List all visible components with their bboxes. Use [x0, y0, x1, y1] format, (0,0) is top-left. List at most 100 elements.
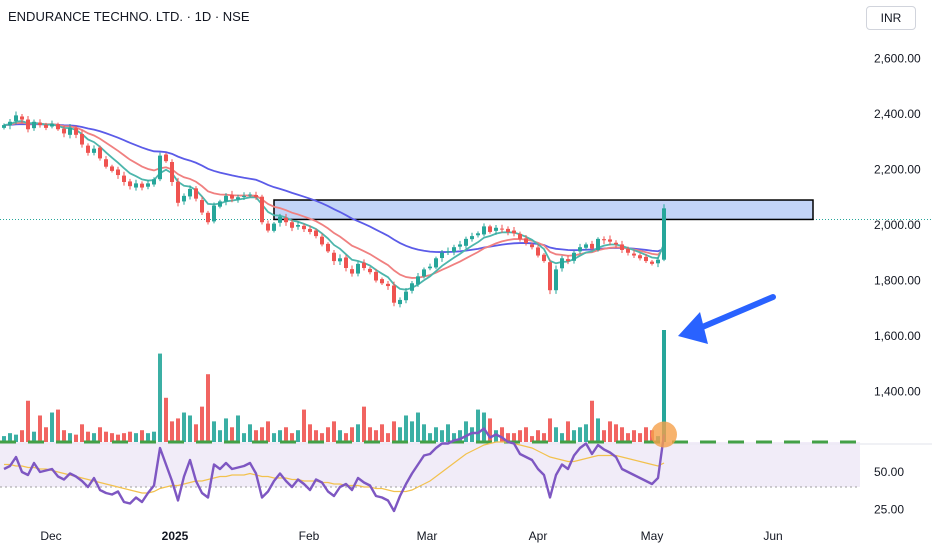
candle-body — [470, 236, 474, 240]
candle-body — [452, 247, 456, 252]
volume-bar — [296, 430, 300, 442]
candle-body — [86, 145, 90, 153]
price-tick-label: 2,400.00 — [874, 107, 921, 121]
volume-bar — [554, 427, 558, 442]
volume-bar — [434, 427, 438, 442]
price-tick-label: 1,800.00 — [874, 274, 921, 288]
volume-bar — [374, 430, 378, 442]
price-tick-label: 1,600.00 — [874, 329, 921, 343]
volume-bar — [536, 430, 540, 442]
volume-bar — [308, 424, 312, 442]
candle-body — [320, 236, 324, 245]
volume-bar — [182, 412, 186, 442]
candle-body — [560, 258, 564, 269]
candle-body — [650, 261, 654, 264]
volume-bar — [428, 433, 432, 442]
time-tick-label: 2025 — [162, 529, 189, 543]
volume-bar — [134, 433, 138, 442]
volume-bar — [206, 374, 210, 442]
candle-body — [182, 195, 186, 202]
rsi-line — [3, 427, 666, 513]
volume-bar — [596, 418, 600, 442]
volume-bar — [578, 427, 582, 442]
time-tick-label: Mar — [417, 529, 438, 543]
candle-body — [578, 247, 582, 252]
ema-fast-line — [3, 120, 665, 291]
candle-body — [656, 259, 660, 264]
candle-body — [38, 122, 42, 126]
candle-body — [110, 166, 114, 171]
arrow-shaft — [697, 294, 776, 331]
volume-bar — [494, 430, 498, 442]
volume-bar — [128, 431, 132, 442]
candle-body — [98, 147, 102, 159]
volume-bar — [416, 412, 420, 442]
volume-bar — [50, 412, 54, 442]
candle-body — [158, 155, 162, 180]
candle-body — [374, 271, 378, 281]
candle-body — [20, 116, 24, 120]
volume-bar — [38, 415, 42, 442]
price-tick-label: 2,200.00 — [874, 163, 921, 177]
volume-bar — [446, 424, 450, 442]
candle-body — [422, 269, 426, 277]
candle-body — [512, 230, 516, 234]
volume-bar — [662, 330, 666, 442]
volume-bar — [326, 427, 330, 442]
time-tick-label: May — [641, 529, 664, 543]
volume-bar — [506, 433, 510, 442]
candle-body — [368, 268, 372, 273]
volume-bar — [584, 424, 588, 442]
candle-body — [26, 119, 30, 130]
price-tick-label: 2,000.00 — [874, 218, 921, 232]
candle-body — [596, 238, 600, 250]
volume-bar — [200, 406, 204, 442]
volume-bar — [176, 418, 180, 442]
volume-bar — [212, 421, 216, 442]
candle-body — [170, 162, 174, 182]
candle-body — [458, 244, 462, 247]
candle-body — [176, 181, 180, 203]
volume-bar — [20, 430, 24, 442]
volume-bar — [224, 418, 228, 442]
resistance-zone — [273, 199, 814, 221]
zone-layer — [0, 199, 932, 221]
volume-bar — [524, 427, 528, 442]
candle-body — [482, 226, 486, 235]
candle-body — [206, 212, 210, 223]
volume-bar — [512, 433, 516, 442]
volume-bar — [638, 433, 642, 442]
candle-body — [92, 148, 96, 153]
candle-body — [434, 258, 438, 268]
volume-bar — [548, 418, 552, 442]
currency-button[interactable]: INR — [866, 6, 916, 30]
candle-body — [398, 299, 402, 305]
candle-body — [572, 252, 576, 261]
candle-body — [254, 195, 258, 198]
volume-bar — [518, 430, 522, 442]
candle-body — [584, 244, 588, 248]
candle-body — [362, 262, 366, 269]
volume-bar — [338, 430, 342, 442]
candle-body — [428, 266, 432, 269]
candle-body — [662, 208, 666, 260]
volume-bar — [440, 430, 444, 442]
candle-body — [326, 243, 330, 252]
candle-body — [248, 194, 252, 196]
volume-bar — [158, 353, 162, 442]
volume-bar — [80, 424, 84, 442]
volume-bar — [542, 433, 546, 442]
volume-bar — [104, 431, 108, 442]
volume-bar — [608, 421, 612, 442]
volume-bar — [284, 427, 288, 442]
rsi-highlight-circle — [651, 421, 677, 448]
rsi-band — [0, 442, 860, 487]
volume-bar — [464, 421, 468, 442]
volume-bar — [572, 430, 576, 442]
volume-bar — [260, 427, 264, 442]
candle-body — [116, 169, 120, 176]
candle-body — [14, 115, 18, 121]
volume-bar — [482, 412, 486, 442]
candle-body — [404, 291, 408, 301]
